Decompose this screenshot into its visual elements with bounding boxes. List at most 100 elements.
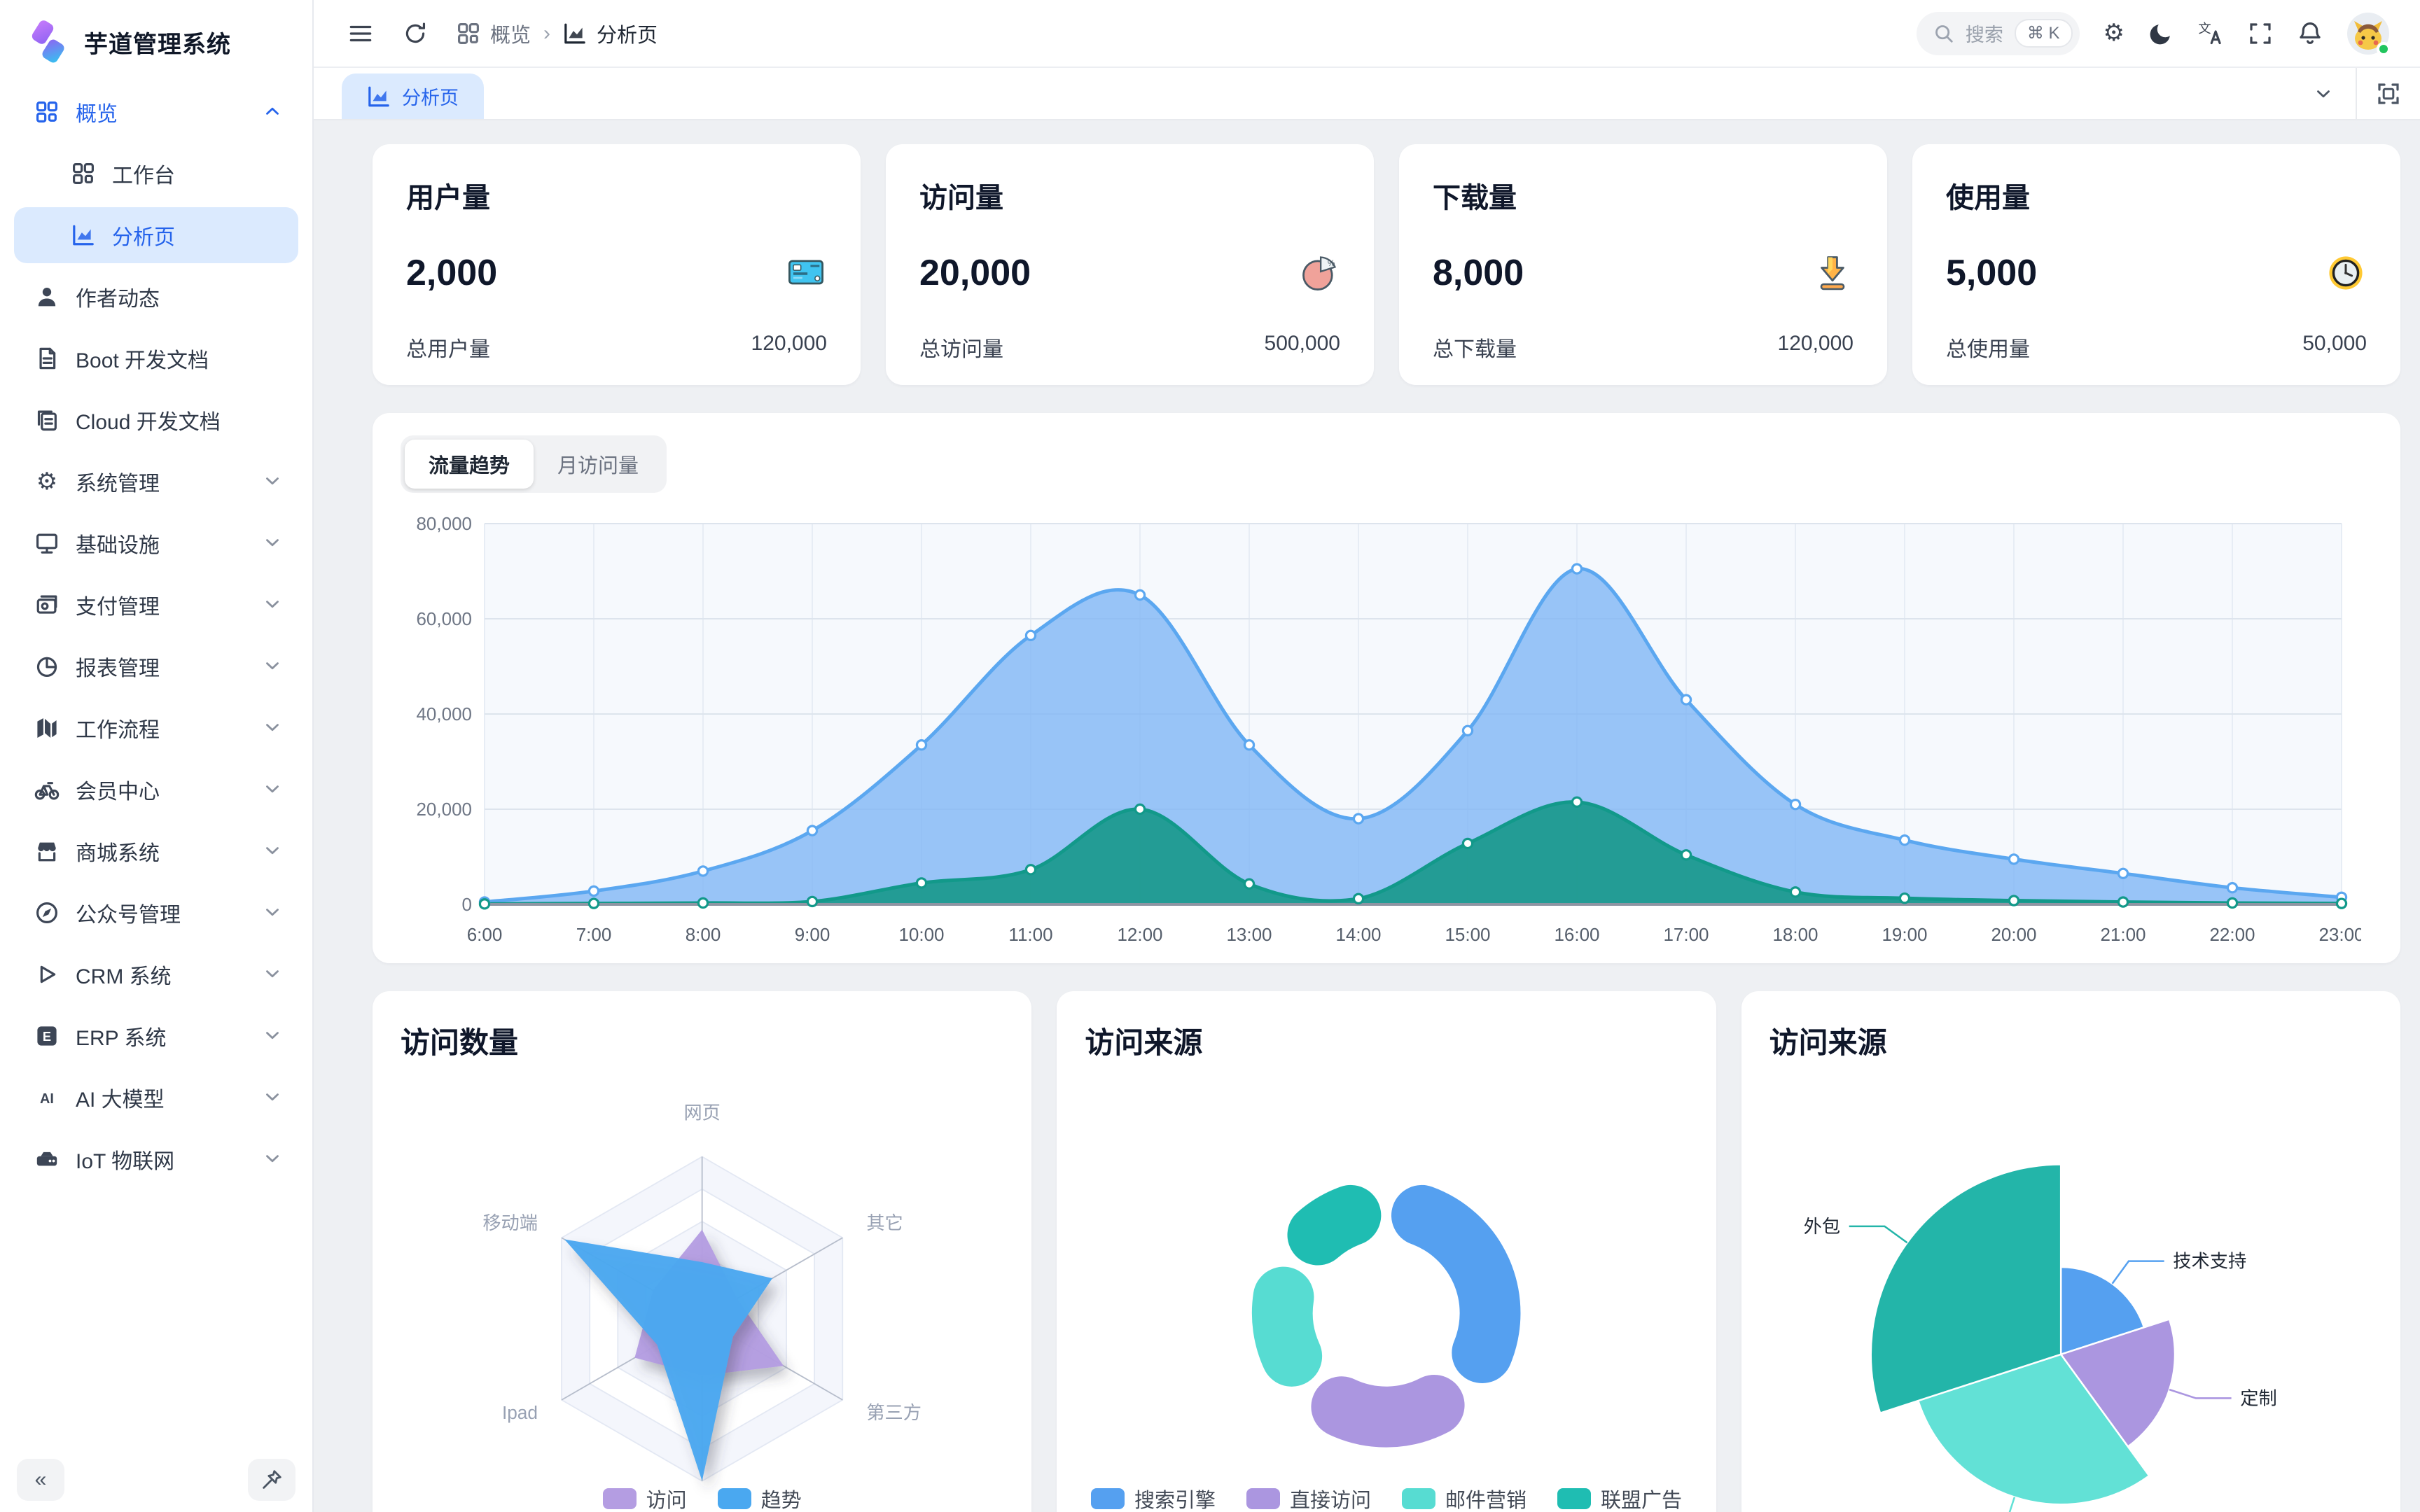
visit-source-donut-card: 访问来源 搜索引擎 直接访问 邮件营销 联盟广告 (1057, 990, 1716, 1512)
download-icon (1811, 252, 1854, 294)
main-area: 概览 › 分析页 搜索 ⌘ K ⚙ 文 (314, 0, 2420, 1512)
avatar[interactable] (2347, 12, 2391, 56)
stat-card-visits: 访问量 20,000 % 总访问量 500,000 (886, 144, 1374, 385)
sidebar-item-mall[interactable]: 商城系统 (14, 823, 298, 879)
online-status-dot (2377, 41, 2391, 56)
dark-mode-button[interactable] (2148, 21, 2174, 46)
monitor-icon (34, 530, 60, 556)
tabs-dropdown-button[interactable] (2291, 68, 2356, 119)
notifications-button[interactable] (2297, 20, 2323, 47)
svg-text:7:00: 7:00 (576, 924, 612, 945)
sidebar-item-author[interactable]: 作者动态 (14, 269, 298, 325)
svg-text:网页: 网页 (683, 1102, 720, 1124)
refresh-button[interactable] (402, 20, 429, 47)
legend-swatch (717, 1488, 751, 1509)
visit-source-rose-card: 访问来源 技术支持定制远程外包 (1741, 990, 2400, 1512)
sidebar-item-mp[interactable]: 公众号管理 (14, 885, 298, 941)
chevron-down-icon (262, 532, 284, 554)
tab-traffic-trend[interactable]: 流量趋势 (405, 439, 534, 489)
stat-footer-value: 500,000 (1264, 331, 1340, 355)
sidebar-item-workplace[interactable]: 工作台 (14, 146, 298, 202)
sidebar-pin-button[interactable] (248, 1459, 295, 1501)
settings-button[interactable]: ⚙ (2103, 20, 2125, 46)
traffic-trend-chart: 0 20,000 40,000 60,000 80,000 6:00 7:00 8:00 9:0… (401, 504, 2372, 952)
svg-text:9:00: 9:00 (795, 924, 830, 945)
topbar-actions: 搜索 ⌘ K ⚙ 文 (1916, 11, 2391, 56)
chevron-down-icon (262, 963, 284, 986)
stat-card-usage: 使用量 5,000 总使用量 50,000 (1912, 144, 2400, 385)
svg-text:15:00: 15:00 (1445, 924, 1490, 945)
svg-text:18:00: 18:00 (1772, 924, 1818, 945)
stat-footer-label: 总使用量 (1946, 337, 2030, 361)
svg-text:10:00: 10:00 (898, 924, 944, 945)
language-button[interactable]: 文 (2197, 20, 2224, 47)
translate-icon: 文 (2197, 20, 2224, 47)
svg-text:0: 0 (462, 894, 472, 915)
bicycle-icon (34, 776, 60, 803)
legend-item[interactable]: 访问 (602, 1484, 687, 1512)
svg-text:19:00: 19:00 (1882, 924, 1927, 945)
tab-analysis[interactable]: 分析页 (342, 74, 484, 119)
sidebar-item-report[interactable]: 报表管理 (14, 638, 298, 694)
visit-count-radar-chart: 网页其它第三方客户端Ipad移动端 (401, 1065, 1003, 1512)
search-input[interactable]: 搜索 ⌘ K (1916, 11, 2080, 55)
play-icon (34, 961, 60, 988)
sidebar-item-erp[interactable]: E ERP 系统 (14, 1008, 298, 1064)
sidebar-item-payment[interactable]: 支付管理 (14, 577, 298, 633)
content-fullscreen-button[interactable] (2356, 68, 2420, 119)
sidebar-item-crm[interactable]: CRM 系统 (14, 946, 298, 1002)
legend-swatch (1246, 1488, 1280, 1509)
svg-text:11:00: 11:00 (1008, 924, 1052, 945)
sidebar-item-boot-doc[interactable]: Boot 开发文档 (14, 330, 298, 386)
sidebar-item-ai[interactable]: AI AI 大模型 (14, 1070, 298, 1126)
svg-text:80,000: 80,000 (416, 513, 472, 534)
sidebar-collapse-button[interactable]: « (17, 1459, 64, 1501)
menu-toggle-button[interactable] (347, 20, 374, 47)
stat-footer-value: 120,000 (1777, 331, 1854, 355)
svg-text:E: E (43, 1029, 51, 1044)
legend-swatch (1090, 1488, 1125, 1509)
gear-icon: ⚙ (2103, 20, 2125, 47)
card-title: 访问来源 (1769, 1026, 1887, 1059)
breadcrumb-analysis[interactable]: 分析页 (563, 19, 658, 48)
moon-icon (2148, 21, 2174, 46)
legend-item[interactable]: 搜索引擎 (1090, 1484, 1216, 1512)
tab-monthly-visits[interactable]: 月访问量 (534, 440, 662, 489)
stat-footer-label: 总用户量 (406, 337, 490, 361)
sidebar-item-iot[interactable]: IoT 物联网 (14, 1131, 298, 1187)
breadcrumb-overview[interactable]: 概览 (457, 19, 531, 48)
sidebar-item-system[interactable]: ⚙ 系统管理 (14, 454, 298, 510)
user-icon (34, 284, 60, 310)
hamburger-icon (347, 20, 374, 47)
expand-icon (2376, 81, 2401, 106)
sidebar-item-infra[interactable]: 基础设施 (14, 515, 298, 571)
chevron-right-icon: › (543, 21, 551, 45)
sidebar-item-member[interactable]: 会员中心 (14, 762, 298, 818)
app-logo[interactable]: 芋道管理系统 (14, 11, 298, 73)
clock-icon (2325, 252, 2367, 294)
areachart-icon (70, 222, 97, 248)
svg-text:22:00: 22:00 (2209, 924, 2255, 945)
svg-text:%: % (1328, 260, 1335, 268)
stat-title: 用户量 (406, 182, 490, 214)
pin-icon (260, 1468, 284, 1492)
visit-source-rose-chart: 技术支持定制远程外包 (1769, 1065, 2372, 1512)
svg-text:40,000: 40,000 (416, 704, 472, 724)
bell-icon (2297, 20, 2323, 47)
sidebar-item-workflow[interactable]: 工作流程 (14, 700, 298, 756)
legend-item[interactable]: 趋势 (717, 1484, 802, 1512)
sidebar-item-cloud-doc[interactable]: Cloud 开发文档 (14, 392, 298, 448)
sidebar-item-analysis[interactable]: 分析页 (14, 207, 298, 263)
chevron-down-icon (262, 778, 284, 801)
svg-text:Ipad: Ipad (502, 1402, 538, 1423)
pie-chart-icon: % (1298, 252, 1340, 294)
fullscreen-button[interactable] (2248, 21, 2273, 46)
legend-item[interactable]: 联盟广告 (1557, 1484, 1682, 1512)
legend-item[interactable]: 邮件营销 (1401, 1484, 1527, 1512)
legend-item[interactable]: 直接访问 (1246, 1484, 1371, 1512)
wallet-icon (34, 592, 60, 618)
sidebar-item-overview[interactable]: 概览 (14, 84, 298, 140)
svg-text:60,000: 60,000 (416, 608, 472, 629)
